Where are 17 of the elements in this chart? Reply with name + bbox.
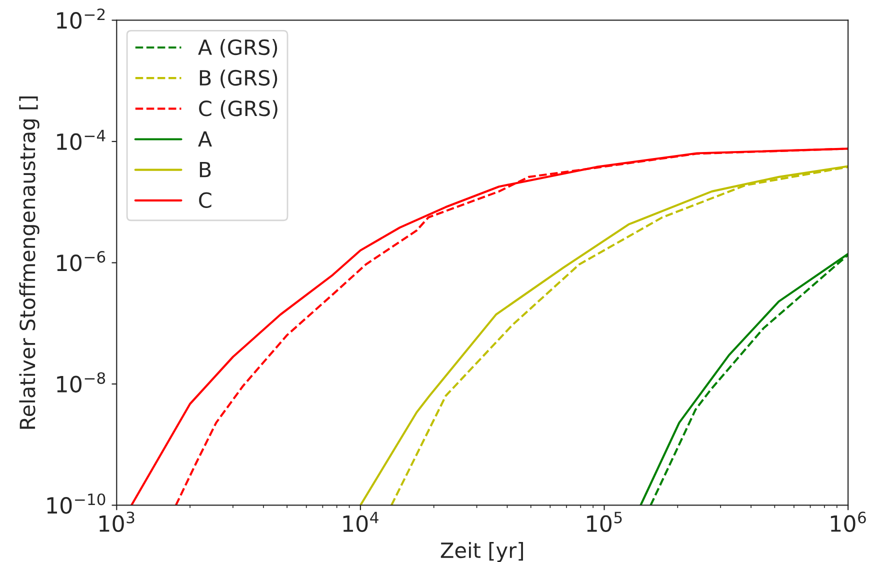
legend-label: B xyxy=(200,162,211,178)
legend-label: A xyxy=(198,131,212,147)
legend-label: B (GRS) xyxy=(200,70,278,88)
legend-label: A (GRS) xyxy=(198,39,278,58)
y-axis-title: Relativer Stoffmengenaustrag [] xyxy=(19,96,40,429)
legend-label: C xyxy=(199,192,212,208)
y-tick-label: 10$^{−2}$ xyxy=(57,8,105,29)
legend-label: C (GRS) xyxy=(199,100,278,119)
y-tick-label: 10$^{−6}$ xyxy=(57,250,106,272)
y-tick-label: 10$^{−10}$ xyxy=(47,493,106,514)
x-tick-label: 10$^{6}$ xyxy=(830,512,866,532)
x-axis-title: Zeit [yr] xyxy=(440,542,523,562)
y-tick-label: 10$^{−4}$ xyxy=(57,130,106,150)
x-tick-label: 10$^{5}$ xyxy=(587,512,622,532)
x-tick-label: 10$^{4}$ xyxy=(343,512,378,532)
x-tick-label: 10$^{3}$ xyxy=(100,512,134,532)
y-tick-label: 10$^{−8}$ xyxy=(57,372,106,393)
